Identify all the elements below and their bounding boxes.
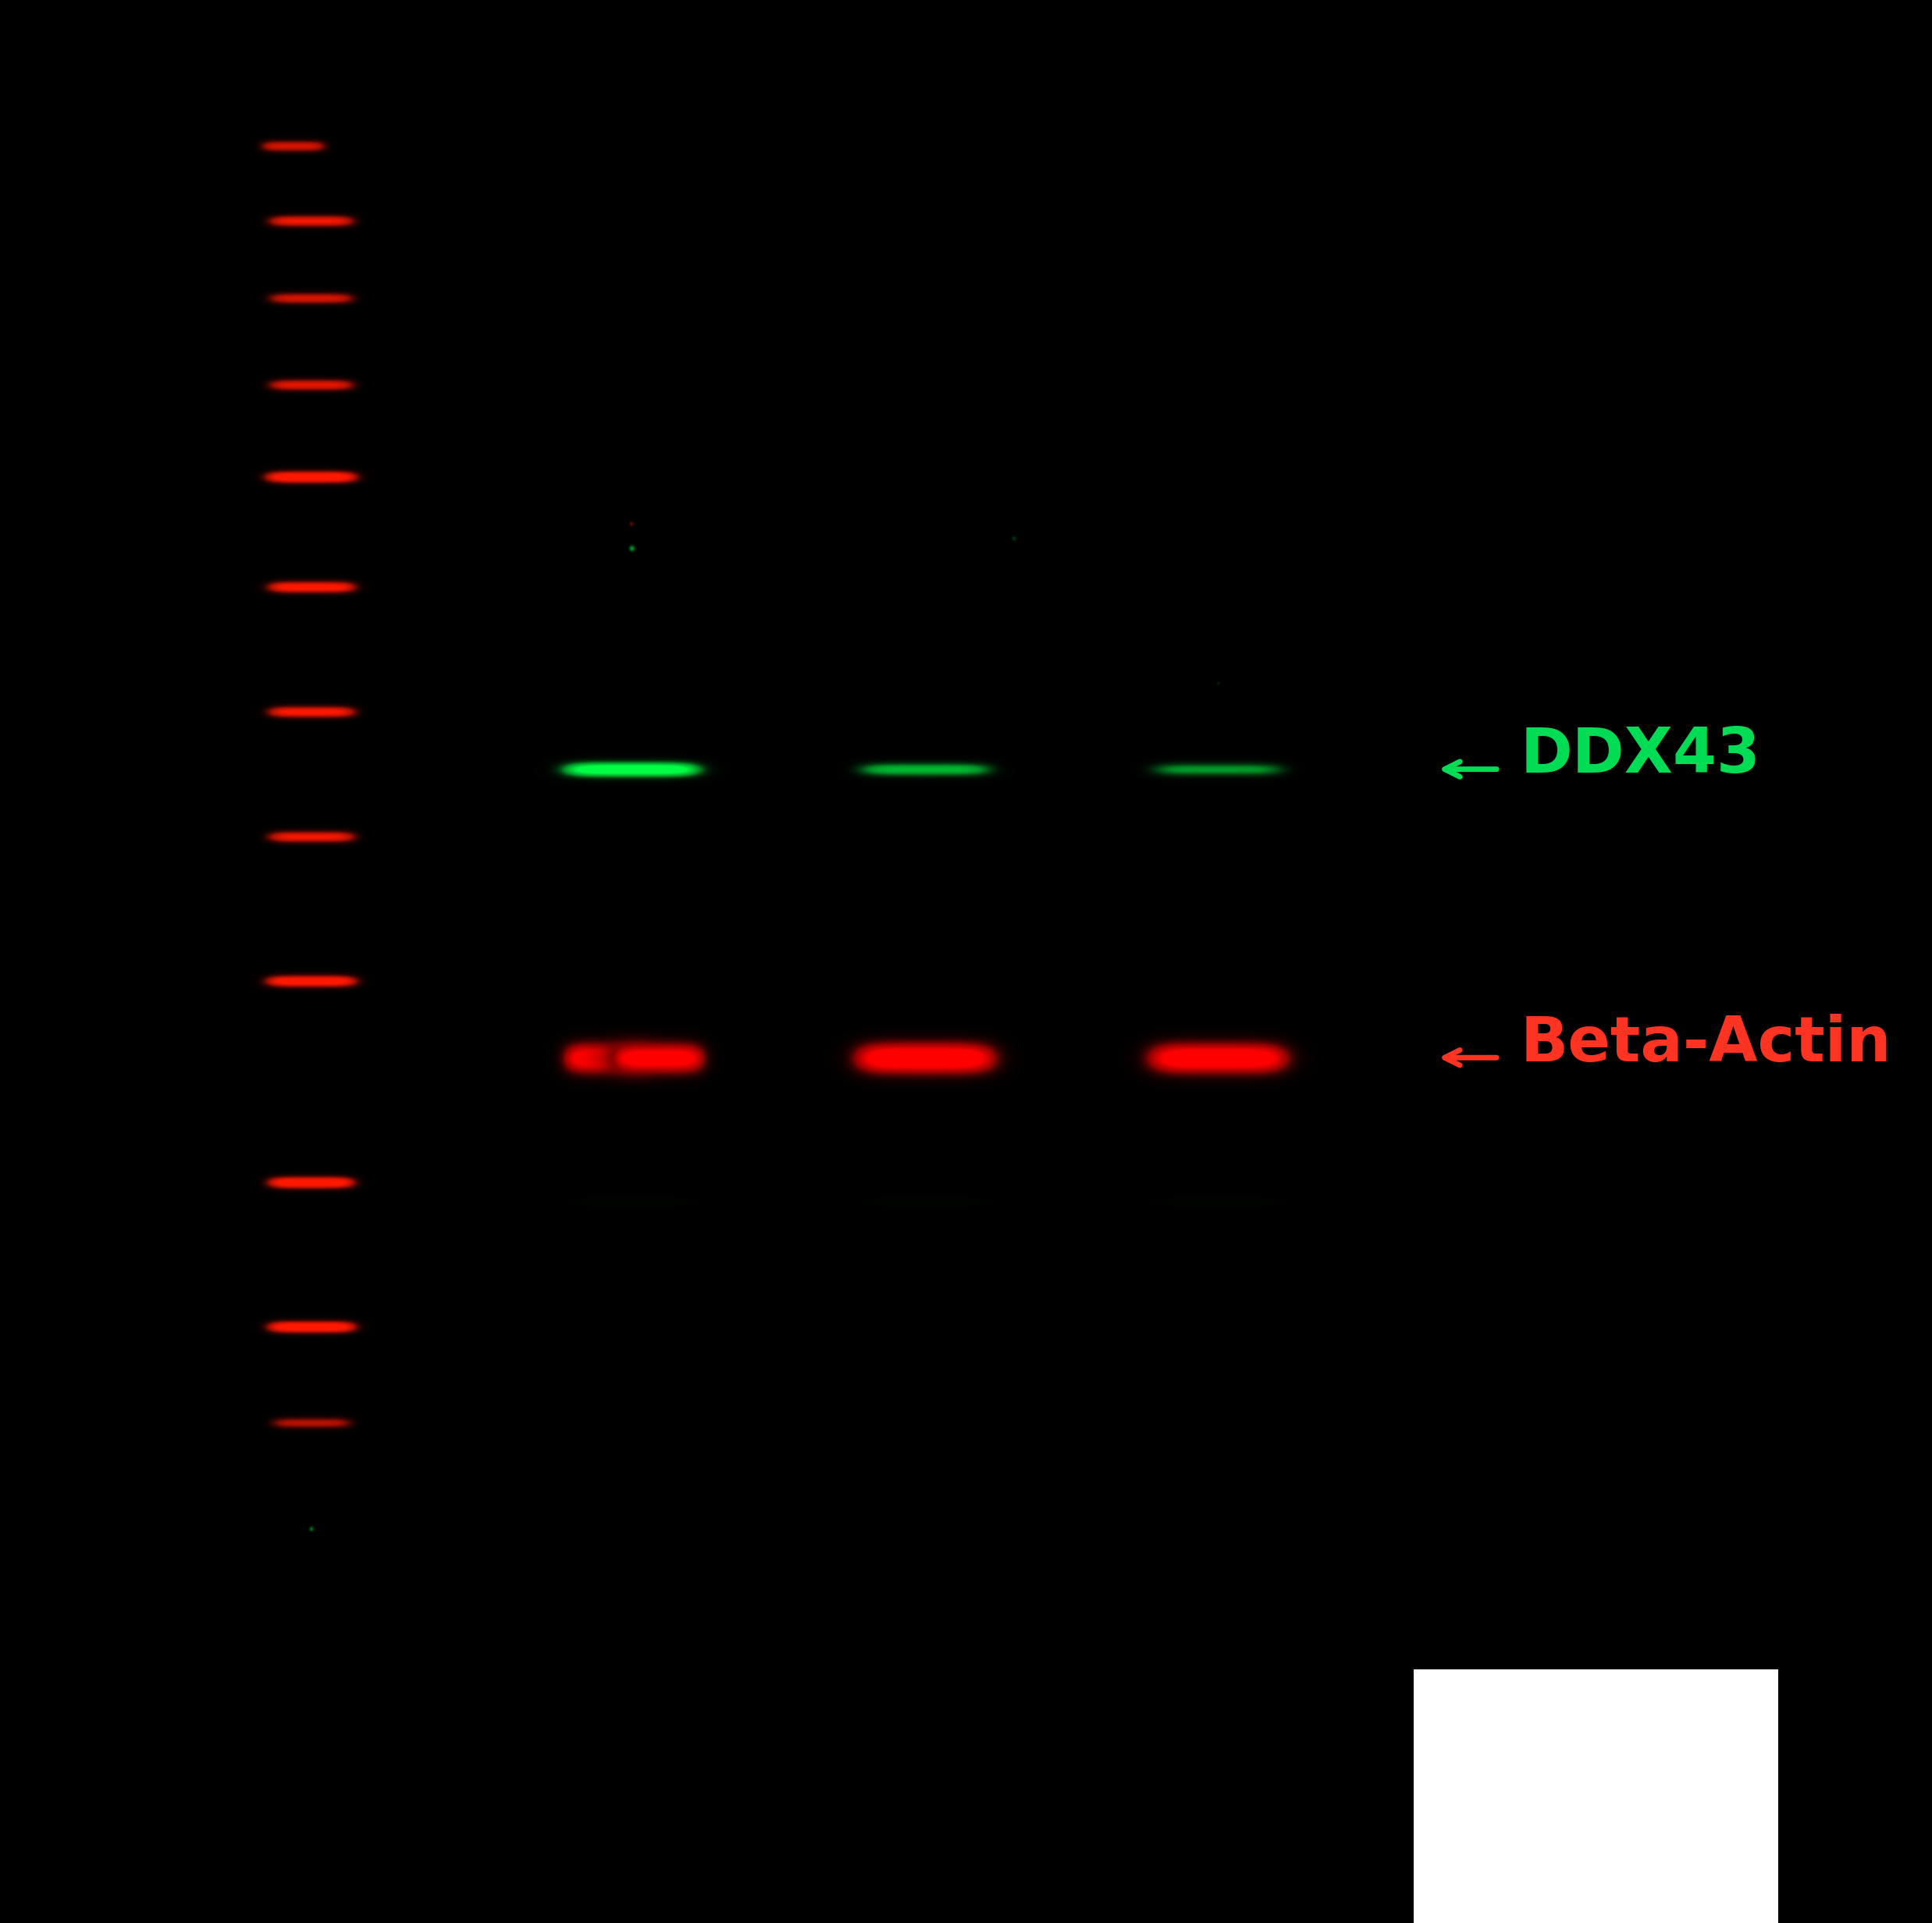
Bar <box>1414 1669 1777 1923</box>
Text: DDX43: DDX43 <box>1520 725 1760 787</box>
Text: Beta-Actin: Beta-Actin <box>1520 1013 1891 1075</box>
